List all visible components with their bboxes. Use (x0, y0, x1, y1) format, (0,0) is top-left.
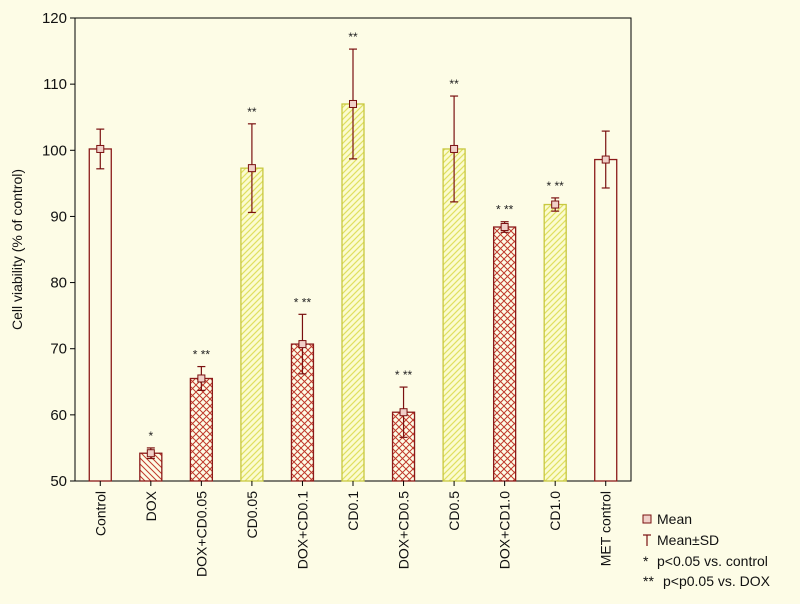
y-tick-label: 80 (50, 275, 67, 292)
bar-cd0-05 (240, 167, 264, 482)
significance-label: * ** (193, 348, 211, 362)
x-tick-label: MET control (598, 491, 614, 566)
y-tick-label: 60 (50, 407, 67, 424)
significance-label: * ** (395, 368, 413, 382)
x-tick-label: DOX+CD1.0 (497, 491, 513, 569)
legend-sd-label: Mean±SD (657, 532, 719, 548)
y-tick-label: 100 (42, 142, 67, 159)
mean-marker (450, 144, 459, 153)
significance-label: * (148, 429, 153, 443)
significance-label: ** (247, 105, 257, 119)
mean-marker (197, 374, 206, 383)
bar-dox-cd0-05 (189, 377, 214, 482)
bar-cd0-1 (341, 103, 365, 482)
x-tick-label: CD0.5 (446, 491, 462, 531)
x-tick-label: DOX+CD0.5 (396, 491, 412, 569)
y-tick-label: 110 (43, 76, 67, 93)
legend-control-label: p<0.05 vs. control (657, 553, 768, 569)
x-tick-label: DOX+CD0.05 (193, 491, 209, 577)
y-tick-label: 120 (42, 10, 67, 27)
y-tick-label: 50 (50, 473, 67, 490)
x-tick-label: DOX+CD0.1 (294, 491, 310, 569)
x-tick-label: DOX (143, 490, 159, 521)
y-axis-title: Cell viability (% of control) (9, 169, 25, 330)
legend-dox-label: p<p0.05 vs. DOX (663, 573, 771, 589)
x-tick-label: Control (92, 491, 108, 536)
legend-symbol-control: * (643, 553, 649, 569)
bar-cd1-0 (543, 203, 567, 482)
mean-marker (298, 340, 307, 349)
significance-label: * ** (496, 203, 514, 217)
y-tick-label: 70 (50, 341, 67, 358)
mean-marker (601, 155, 610, 164)
significance-label: * ** (294, 295, 312, 309)
x-tick-label: CD0.1 (345, 491, 361, 531)
mean-marker (551, 200, 560, 209)
y-tick-label: 90 (50, 208, 67, 225)
legend-symbol-dox: ** (643, 573, 654, 589)
legend-mean-label: Mean (657, 511, 692, 527)
mean-marker (146, 449, 155, 458)
bar-dox-cd1-0 (492, 226, 517, 482)
significance-label: * ** (547, 179, 565, 193)
x-tick-label: CD0.05 (244, 491, 260, 539)
bar-control (88, 148, 112, 482)
mean-marker (500, 223, 509, 232)
mean-marker (399, 408, 408, 417)
significance-label: ** (348, 30, 358, 44)
significance-label: ** (449, 77, 459, 91)
mean-marker (349, 99, 357, 108)
x-tick-label: CD1.0 (547, 491, 563, 531)
mean-marker (96, 144, 105, 153)
mean-marker (247, 164, 256, 173)
legend-mean-marker (642, 514, 652, 524)
bar-met-control (594, 158, 618, 482)
